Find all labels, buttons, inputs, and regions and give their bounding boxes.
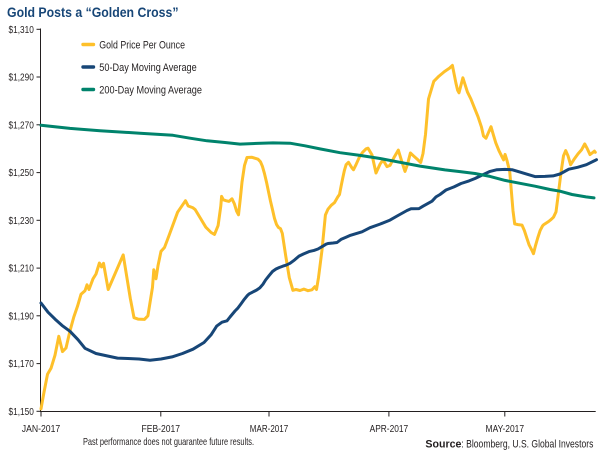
- svg-text:MAY-2017: MAY-2017: [486, 424, 525, 435]
- svg-text:JAN-2017: JAN-2017: [22, 424, 61, 435]
- svg-text:APR-2017: APR-2017: [370, 424, 409, 435]
- svg-text:FEB-2017: FEB-2017: [142, 424, 181, 435]
- svg-text:$1,250: $1,250: [9, 168, 35, 179]
- svg-text:$1,230: $1,230: [9, 216, 35, 227]
- svg-text:$1,170: $1,170: [9, 359, 35, 370]
- svg-text:$1,310: $1,310: [9, 25, 35, 36]
- svg-text:$1,270: $1,270: [9, 120, 35, 131]
- svg-text:Gold Posts a “Golden Cross”: Gold Posts a “Golden Cross”: [7, 5, 179, 20]
- svg-text:$1,190: $1,190: [9, 311, 35, 322]
- svg-text:Past performance does not guar: Past performance does not guarantee futu…: [83, 436, 254, 448]
- svg-text:$1,150: $1,150: [9, 407, 35, 418]
- svg-text:200-Day Moving Average: 200-Day Moving Average: [99, 84, 202, 96]
- svg-text:MAR-2017: MAR-2017: [250, 424, 289, 435]
- svg-text:Gold Price Per Ounce: Gold Price Per Ounce: [99, 39, 185, 51]
- svg-text:$1,210: $1,210: [9, 264, 35, 275]
- svg-text:$1,290: $1,290: [9, 73, 35, 84]
- svg-text:50-Day Moving Average: 50-Day Moving Average: [99, 62, 196, 74]
- svg-text:Source: Bloomberg, U.S. Global: Source: Bloomberg, U.S. Global Investors: [425, 439, 593, 451]
